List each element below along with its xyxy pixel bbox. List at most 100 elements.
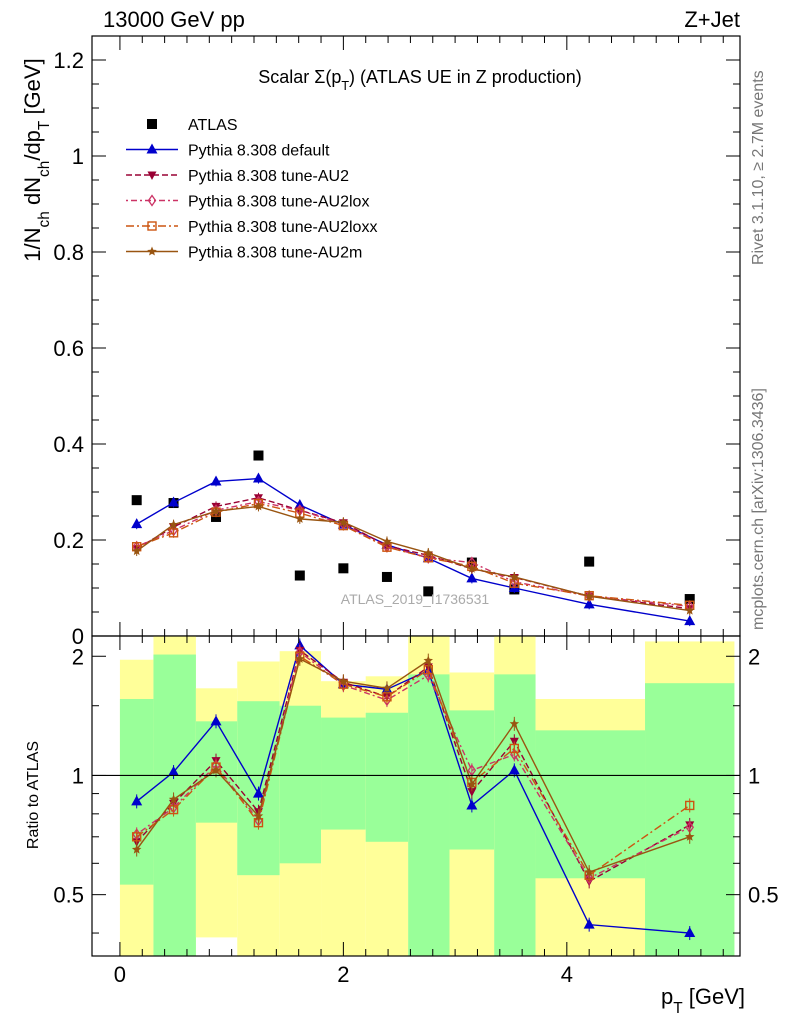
data-point: [210, 475, 222, 486]
legend-label: Pythia 8.308 tune-AU2m: [188, 245, 362, 262]
ratio-point: [466, 799, 478, 810]
x-tick-label: 2: [337, 962, 349, 987]
data-point: [131, 518, 143, 529]
legend-label: Pythia 8.308 default: [188, 143, 330, 160]
text-part: p: [661, 984, 673, 1009]
y-tick-label: 0.8: [53, 240, 84, 265]
ratio-point: [338, 676, 349, 686]
x-tick-label: 4: [561, 962, 573, 987]
legend-label: Pythia 8.308 tune-AU2: [188, 168, 349, 185]
legend-entry: Pythia 8.308 tune-AU2m: [126, 245, 362, 262]
energy-label: 13000 GeV pp: [103, 7, 245, 32]
ratio-point: [467, 788, 477, 797]
ratio-point: [168, 794, 179, 804]
ratio-axes: 0.5 0.5 1 1 2 2 0 2 4: [53, 635, 779, 987]
legend-marker: [147, 221, 157, 231]
x-axis-title: pT [GeV]: [661, 984, 745, 1017]
series-5: [131, 501, 695, 616]
series-0: [131, 450, 695, 605]
legend-label: Pythia 8.308 tune-AU2loxx: [188, 219, 377, 236]
text-part: ch: [36, 161, 53, 177]
data-point: [253, 450, 264, 461]
ratio-point: [210, 715, 222, 726]
main-series-layer: [131, 450, 696, 627]
ratio-point: [253, 811, 264, 820]
ratio-y-tick-label-right: 0.5: [748, 883, 779, 908]
band-green: [365, 712, 409, 842]
legend-label: Pythia 8.308 tune-AU2lox: [188, 194, 369, 211]
data-point: [509, 572, 520, 581]
data-point: [338, 563, 349, 574]
data-point: [583, 598, 595, 609]
ratio-point: [584, 872, 594, 885]
y-tick-label: 0.4: [53, 432, 84, 457]
ratio-y-tick-label: 1: [72, 763, 84, 788]
ratio-point: [382, 693, 392, 707]
legend-entry: Pythia 8.308 tune-AU2loxx: [126, 219, 377, 236]
text-part: ) (ATLAS UE in Z production): [349, 67, 582, 87]
ratio-point: [509, 743, 520, 754]
ratio-point: [131, 844, 142, 854]
ratio-point: [584, 867, 594, 877]
data-point: [467, 563, 477, 573]
ratio-line: [136, 650, 691, 880]
x-tick-label: 0: [114, 962, 126, 987]
legend-marker: [147, 246, 157, 256]
ratio-y-tick-label-right: 1: [748, 763, 760, 788]
text-part: /dp: [20, 130, 45, 161]
band-green: [321, 717, 366, 830]
band-green: [279, 705, 322, 864]
series-line: [136, 505, 690, 612]
data-point: [423, 586, 434, 597]
y-tick-label: 0.2: [53, 528, 84, 553]
y-axis-label-main: 1/Nch dNch/dpT [GeV]: [20, 58, 53, 261]
ratio-point: [509, 718, 520, 728]
data-point: [684, 594, 695, 605]
data-point: [382, 536, 392, 546]
legend-marker: [147, 194, 157, 207]
ratio-series-layer: [131, 638, 696, 941]
legend-entry: Pythia 8.308 tune-AU2lox: [126, 194, 369, 211]
ratio-point: [382, 683, 392, 693]
band-green: [535, 730, 646, 879]
legend-entry: ATLAS: [147, 117, 238, 134]
data-point: [466, 572, 478, 583]
mcplots-label: mcplots.cern.ch [arXiv:1306.3436]: [750, 388, 767, 630]
y-tick-label: 0.6: [53, 336, 84, 361]
legend-marker: [146, 143, 158, 154]
process-label: Z+Jet: [684, 7, 740, 32]
legend-marker: [147, 171, 157, 180]
x-axis-label: pT [GeV]: [661, 984, 745, 1017]
ratio-point: [684, 927, 696, 938]
data-point: [338, 517, 349, 527]
text-part: ch: [36, 211, 53, 227]
ratio-point: [131, 795, 143, 806]
band-green: [408, 674, 450, 956]
ratio-point: [685, 831, 695, 841]
ratio-point: [508, 764, 520, 775]
data-point: [131, 546, 142, 556]
text-part: 1/N: [20, 227, 45, 261]
ratio-line: [136, 655, 691, 877]
data-point: [423, 548, 433, 557]
y-tick-label: 0: [72, 624, 84, 649]
text-part: dN: [20, 177, 45, 211]
ratio-point: [583, 918, 595, 929]
text-part: [GeV]: [683, 984, 745, 1009]
legend-entry: Pythia 8.308 tune-AU2: [126, 168, 349, 185]
ratio-point: [168, 766, 180, 777]
ratio-uncertainty-bands: [119, 636, 735, 956]
data-point: [294, 570, 305, 581]
plot-title: Scalar Σ(pT) (ATLAS UE in Z production): [258, 67, 582, 93]
ratio-frame: [91, 635, 741, 957]
ratio-y-tick-label: 2: [72, 644, 84, 669]
data-point: [295, 513, 305, 523]
data-point: [168, 519, 179, 529]
data-point: [584, 591, 594, 601]
data-point: [294, 498, 306, 509]
ratio-y-tick-label-right: 2: [748, 644, 760, 669]
data-point: [381, 571, 392, 582]
data-point: [584, 556, 595, 567]
y-axis-title: 1/Nch dNch/dpT [GeV]: [20, 58, 53, 261]
ratio-y-tick-label: 0.5: [53, 883, 84, 908]
